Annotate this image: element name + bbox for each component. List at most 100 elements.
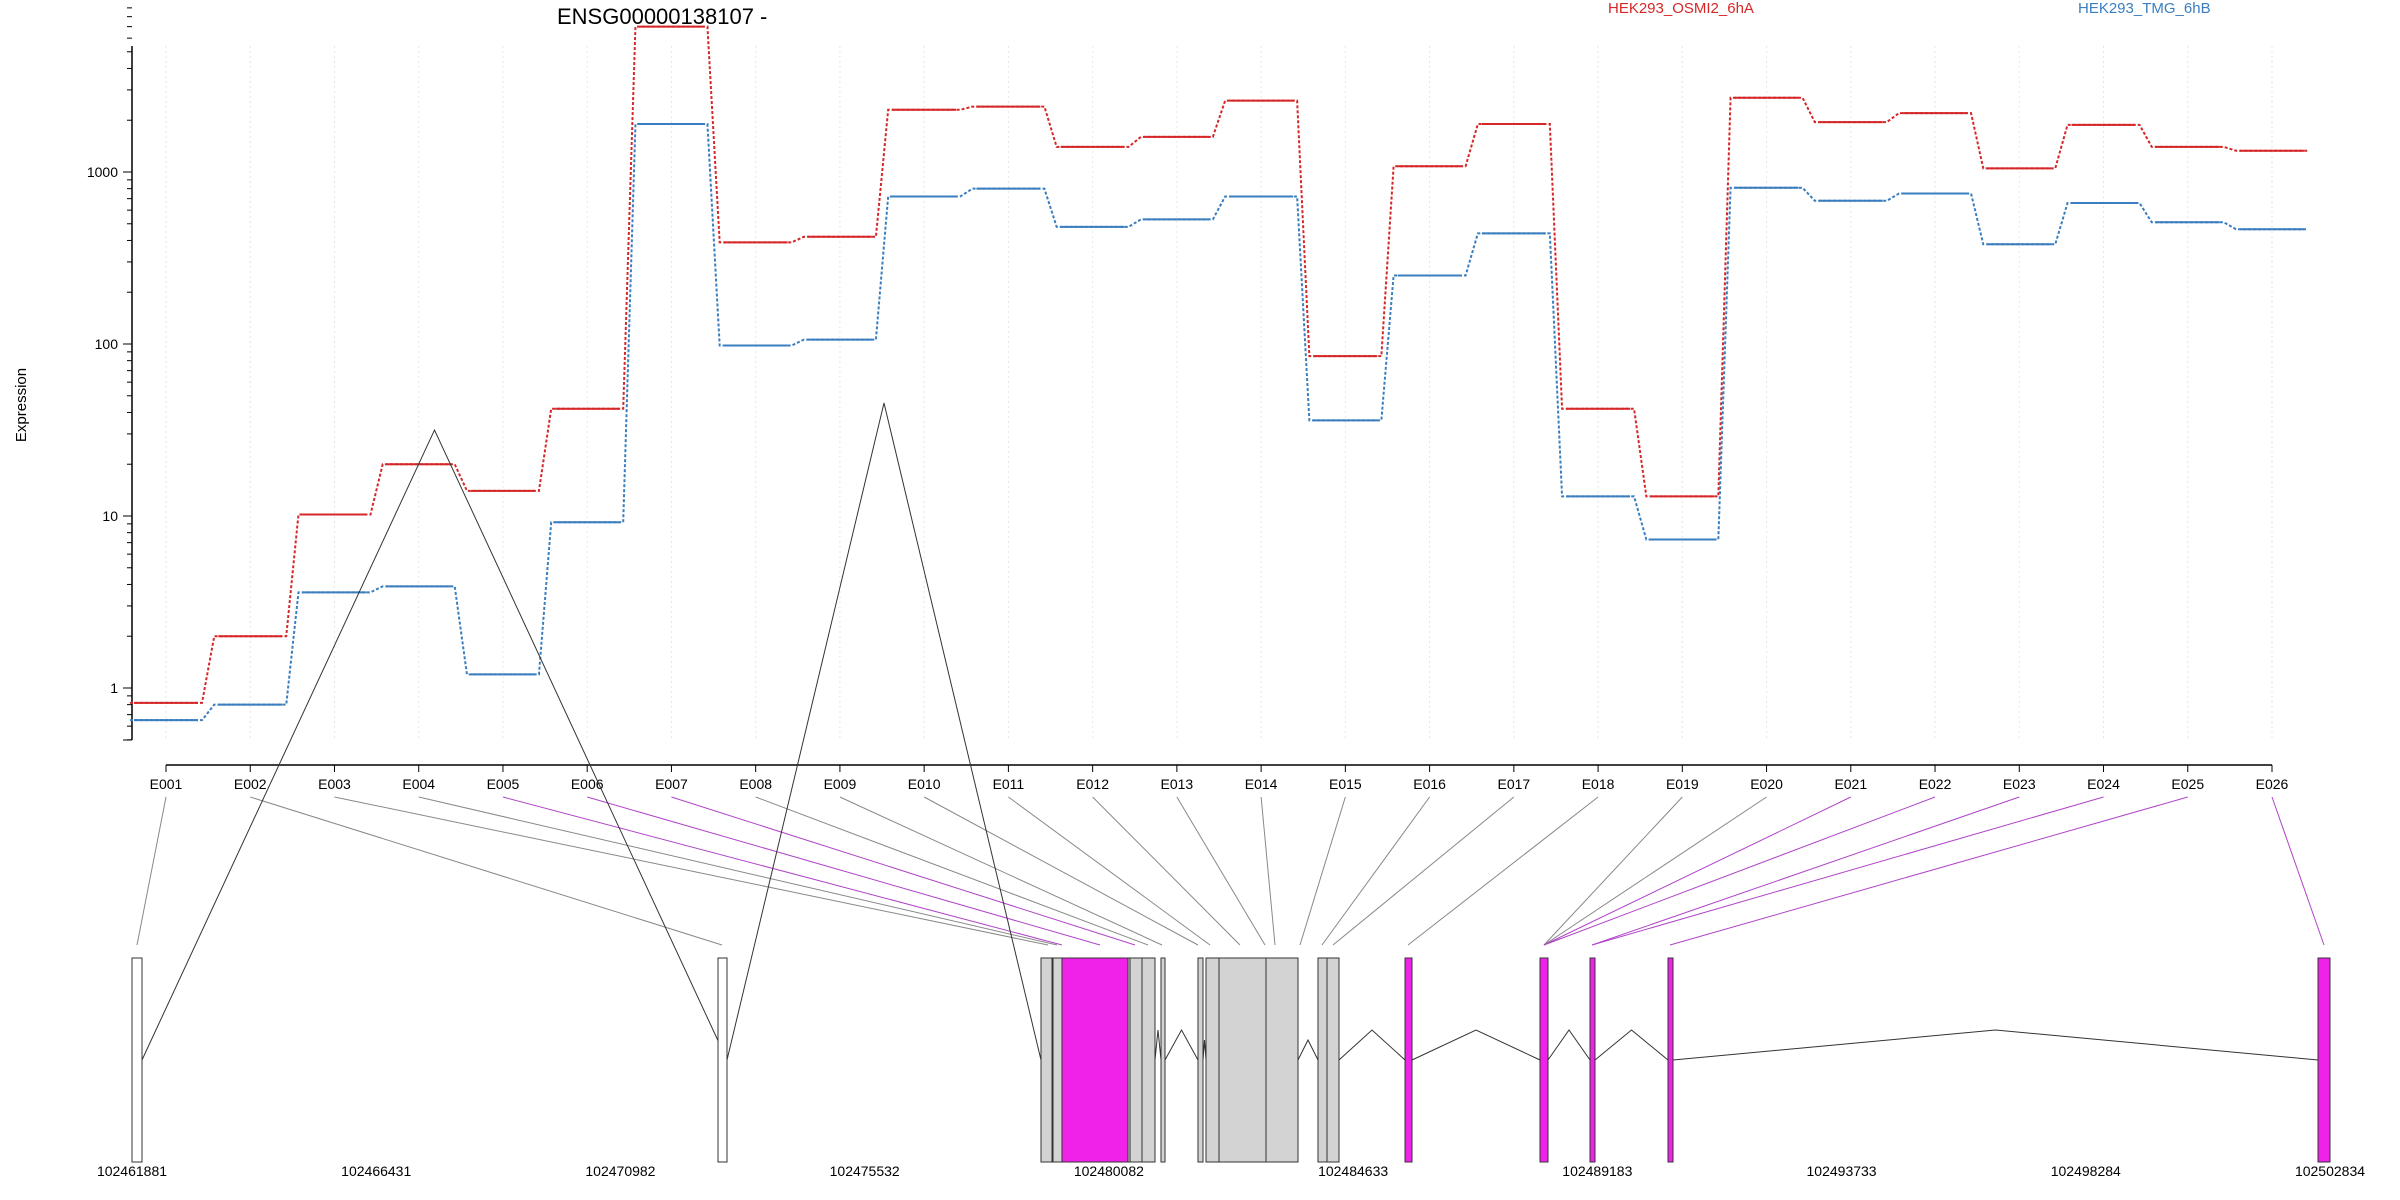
connector-e017: [1332, 796, 1515, 946]
x-tick-label-e003: E003: [318, 776, 351, 792]
intron: [726, 402, 1042, 1061]
intron: [1154, 1029, 1162, 1061]
exon-connectors: [136, 796, 2325, 946]
exon-block: [1404, 957, 1413, 1163]
connector-e021: [1543, 796, 1852, 946]
intron: [1547, 1029, 1591, 1061]
genomic-tick-label: 102475532: [830, 1163, 900, 1179]
x-tick-label-e019: E019: [1666, 776, 1699, 792]
intron: [1411, 1029, 1541, 1061]
connector-e003: [334, 796, 1049, 946]
intron: [1164, 1028, 1199, 1061]
y-tick-label: 100: [95, 336, 119, 352]
x-tick-label-e002: E002: [234, 776, 267, 792]
connector-e018: [1407, 796, 1599, 946]
x-tick-label-e020: E020: [1750, 776, 1783, 792]
connector-e001: [136, 796, 167, 946]
gene-model-exons: [131, 957, 2331, 1163]
x-tick-label-e024: E024: [2087, 776, 2120, 792]
exon-block: [1265, 957, 1299, 1163]
genomic-tick-label: 102461881: [97, 1163, 167, 1179]
genomic-axis: 102461881 102466431 102470982 102475532 1024…: [97, 1163, 2365, 1179]
exon-block: [1052, 957, 1063, 1163]
exon-block: [1218, 957, 1267, 1163]
x-axis: E001 E002 E003 E004 E005 E006 E007 E008 E009 E010…: [150, 764, 2289, 792]
x-tick-label-e007: E007: [655, 776, 688, 792]
connector-e011: [1008, 796, 1211, 946]
series-lines: [130, 25, 2308, 722]
connector-e006: [587, 796, 1101, 946]
x-tick-label-e009: E009: [824, 776, 857, 792]
connector-e008: [755, 796, 1149, 946]
series-line-1: [130, 25, 2308, 704]
connector-e019: [1543, 796, 1683, 946]
exon-block: [131, 957, 143, 1163]
chart-title: ENSG00000138107 -: [557, 4, 767, 29]
x-tick-label-e012: E012: [1076, 776, 1109, 792]
intron: [1594, 1029, 1669, 1061]
connector-e004: [418, 796, 1058, 946]
x-tick-label-e006: E006: [571, 776, 604, 792]
x-tick-label-e016: E016: [1413, 776, 1446, 792]
x-tick-label-e025: E025: [2171, 776, 2204, 792]
genomic-tick-label: 102498284: [2051, 1163, 2121, 1179]
connector-e025: [1669, 796, 2188, 946]
x-tick-label-e013: E013: [1161, 776, 1194, 792]
x-tick-label-e005: E005: [487, 776, 520, 792]
connector-e009: [839, 796, 1163, 946]
intron: [1672, 1029, 2319, 1061]
genomic-tick-label: 102480082: [1074, 1163, 1144, 1179]
exon-block: [1205, 957, 1220, 1163]
x-tick-label-e004: E004: [402, 776, 435, 792]
connector-e014: [1260, 796, 1276, 946]
connector-e007: [671, 796, 1136, 946]
exon-block: [1589, 957, 1596, 1163]
exon-block: [1040, 957, 1053, 1163]
genomic-tick-label: 102470982: [585, 1163, 655, 1179]
series-line-2: [130, 123, 2308, 722]
x-tick-label-e011: E011: [993, 776, 1025, 792]
x-tick-label-e010: E010: [908, 776, 941, 792]
genomic-tick-label: 102484633: [1318, 1163, 1388, 1179]
x-tick-label-e023: E023: [2003, 776, 2036, 792]
exon-block: [1141, 957, 1156, 1163]
legend-entry-osmi2: HEK293_OSMI2_6hA: [1608, 0, 1754, 17]
connector-e020: [1543, 796, 1767, 946]
exon-block: [1317, 957, 1328, 1163]
x-tick-label-e014: E014: [1245, 776, 1278, 792]
intron: [1338, 1029, 1406, 1061]
y-axis-label: Expression: [13, 368, 30, 442]
connector-e012: [1092, 796, 1241, 946]
exon-block: [1129, 957, 1143, 1163]
exon-block: [2317, 957, 2331, 1163]
exon-block: [1539, 957, 1549, 1163]
genomic-tick-label: 102502834: [2295, 1163, 2365, 1179]
genomic-tick-label: 102493733: [1807, 1163, 1877, 1179]
connector-e023: [1591, 796, 2020, 946]
connector-e010: [923, 796, 1199, 946]
exon-block: [1061, 957, 1129, 1163]
x-tick-label-e008: E008: [739, 776, 772, 792]
legend-entry-tmg: HEK293_TMG_6hB: [2078, 0, 2211, 17]
y-tick-label: 1: [110, 680, 118, 696]
exon-block: [1326, 957, 1340, 1163]
connector-e013: [1176, 796, 1266, 946]
connector-e026: [2271, 796, 2325, 946]
x-tick-label-e017: E017: [1497, 776, 1530, 792]
connector-e002: [250, 796, 723, 946]
y-tick-label: 1000: [87, 164, 118, 180]
connector-e005: [502, 796, 1063, 946]
grid-lines: [165, 46, 2273, 740]
genomic-tick-label: 102466431: [341, 1163, 411, 1179]
intron-lines: [141, 402, 2319, 1061]
x-tick-label-e022: E022: [1919, 776, 1952, 792]
intron: [1297, 1038, 1319, 1061]
x-tick-label-e015: E015: [1329, 776, 1362, 792]
x-tick-label-e026: E026: [2256, 776, 2289, 792]
connector-e016: [1321, 796, 1431, 946]
connector-e022: [1543, 796, 1936, 946]
y-axis: 1 10 100 1000: [87, 7, 133, 741]
connector-e015: [1299, 796, 1346, 946]
x-tick-label-e021: E021: [1834, 776, 1867, 792]
